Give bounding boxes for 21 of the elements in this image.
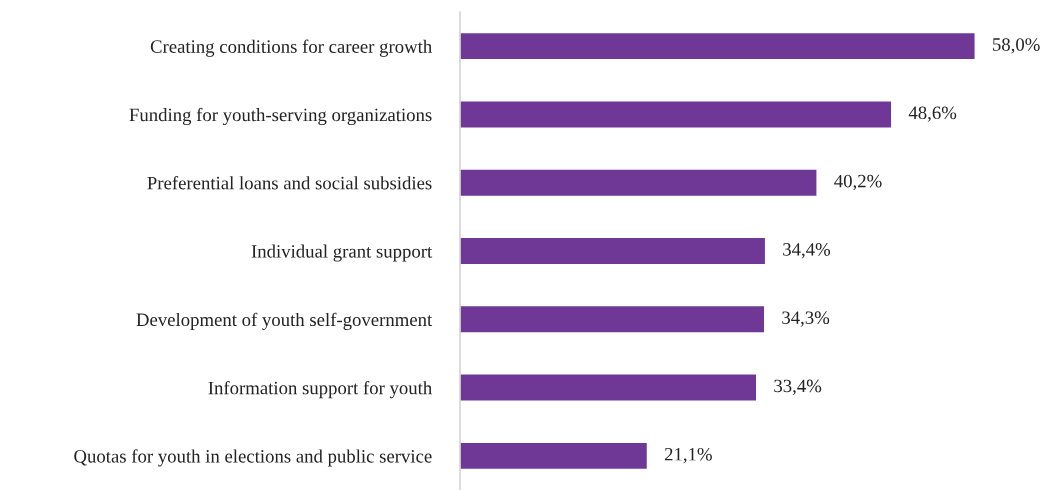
data-label: 34,4%	[783, 243, 831, 259]
bar	[460, 31, 976, 61]
data-label: 48,6%	[908, 106, 957, 122]
data-label: 58,0%	[993, 38, 1040, 54]
y-tick-label: Creating conditions for career growth	[150, 39, 432, 57]
bar	[460, 168, 818, 198]
y-tick-label: Preferential loans and social subsidies	[147, 176, 432, 190]
bar	[460, 100, 893, 129]
data-label: 40,2%	[834, 174, 882, 191]
y-tick-label: Funding for youth-serving organizations	[129, 107, 432, 126]
data-label: 34,3%	[782, 311, 830, 327]
y-tick-label: Individual grant support	[251, 244, 433, 262]
data-label: 33,4%	[774, 379, 822, 395]
y-tick-label: Development of youth self-government	[136, 312, 433, 330]
bar	[460, 236, 767, 266]
bar	[460, 373, 758, 402]
y-tick-label: Information support for youth	[208, 380, 432, 399]
data-label: 21,1%	[664, 447, 712, 464]
y-tick-label: Quotas for youth in elections and public service	[74, 449, 432, 467]
bar	[460, 441, 649, 471]
bar	[460, 304, 766, 334]
